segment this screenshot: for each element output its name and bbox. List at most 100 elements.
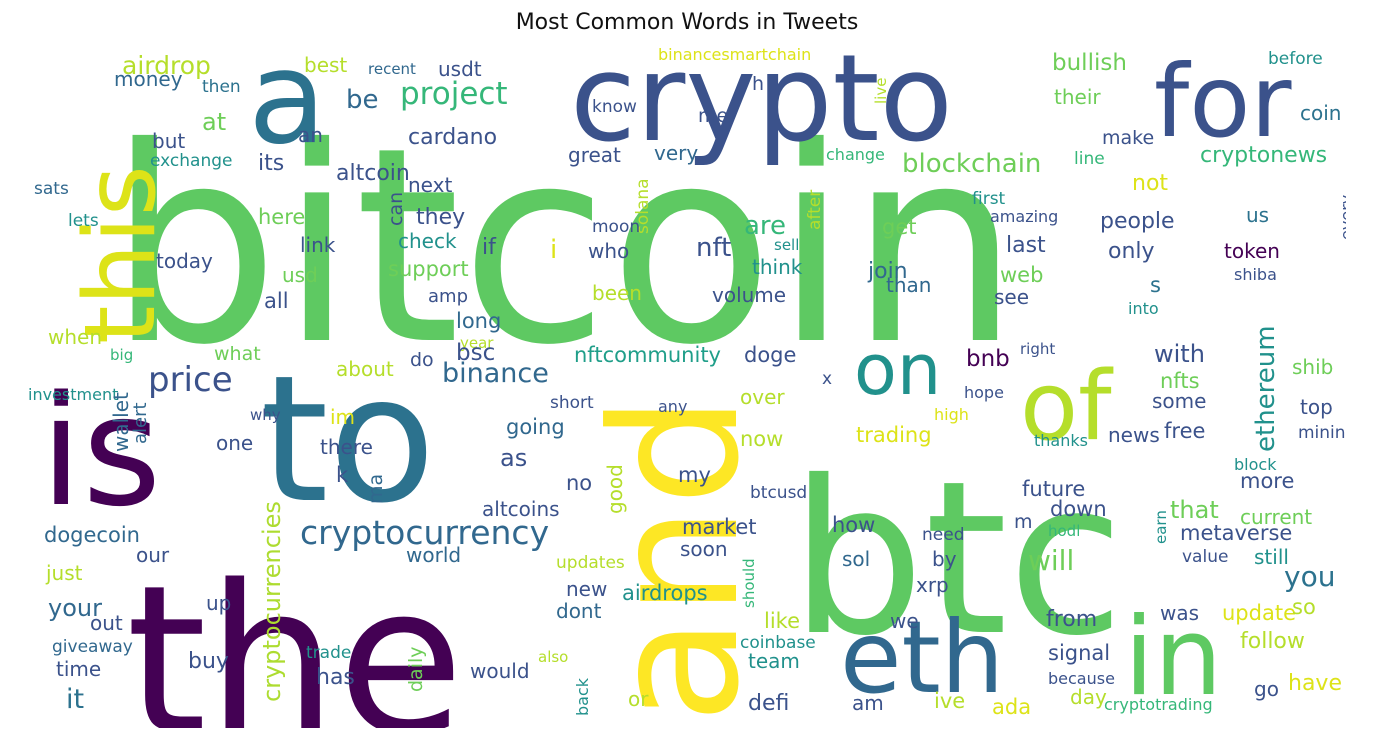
word-update: update	[1222, 601, 1296, 625]
word-over: over	[740, 385, 785, 409]
word-after: after	[805, 190, 825, 230]
word-have: have	[1288, 671, 1342, 696]
word-this: this	[64, 165, 178, 344]
word-from: from	[1046, 607, 1097, 632]
word-how: how	[832, 513, 875, 537]
word-live: live	[872, 78, 890, 104]
word-into: into	[1128, 299, 1159, 318]
word-cryptonews: cryptonews	[1200, 143, 1327, 168]
word-need: need	[922, 525, 964, 545]
word-not: not	[1132, 171, 1168, 196]
word-k: k	[336, 463, 349, 487]
word-because: because	[1048, 669, 1115, 688]
word-hope: hope	[964, 383, 1004, 402]
word-sol: sol	[842, 547, 870, 571]
word-my: my	[678, 463, 711, 487]
word-what: what	[214, 343, 261, 365]
word-next: next	[408, 173, 452, 197]
word-so: so	[1292, 595, 1316, 619]
word-for: for	[1154, 44, 1292, 160]
word-daily: daily	[405, 646, 427, 692]
word-back: back	[573, 677, 592, 716]
word-dogecoin: dogecoin	[44, 523, 140, 547]
word-a: a	[248, 44, 326, 173]
word-coin: coin	[1300, 101, 1341, 125]
word-just: just	[45, 561, 83, 585]
word-an: an	[298, 123, 323, 147]
word-cardano: cardano	[408, 125, 497, 150]
word-would: would	[470, 659, 530, 683]
word-alert: alert	[130, 402, 151, 444]
word-up: up	[206, 591, 231, 615]
word-i: i	[550, 235, 557, 265]
word-bullish: bullish	[1052, 50, 1127, 76]
word-we: we	[890, 609, 919, 633]
word-team: team	[748, 649, 800, 673]
word-updates: updates	[556, 553, 625, 573]
word-can: can	[385, 192, 407, 226]
word-our: our	[136, 543, 170, 567]
word-amazing: amazing	[990, 207, 1058, 226]
word-h: h	[752, 73, 764, 95]
word-signal: signal	[1048, 641, 1110, 665]
word-going: going	[506, 415, 565, 439]
word-on: on	[854, 329, 941, 411]
word-new: new	[566, 577, 607, 601]
word-know: know	[592, 97, 637, 117]
word-news: news	[1108, 423, 1160, 447]
word-soon: soon	[680, 537, 728, 561]
word-xrp: xrp	[916, 573, 949, 597]
word-doge: doge	[744, 343, 796, 367]
word-great: great	[568, 143, 621, 167]
word-their: their	[1054, 85, 1101, 109]
word-and: and	[575, 395, 778, 724]
word-investment: investment	[28, 385, 118, 404]
word-are: are	[744, 211, 786, 241]
word-btcusd: btcusd	[750, 483, 807, 503]
word-block: block	[1234, 455, 1277, 474]
word-m: m	[1014, 511, 1033, 533]
word-me: me	[698, 105, 728, 127]
word-lets: lets	[68, 211, 99, 231]
word-sats: sats	[34, 179, 69, 199]
word-project: project	[400, 76, 508, 112]
word-crypto: crypto	[570, 44, 953, 169]
word-shiba: shiba	[1234, 265, 1277, 284]
word-value: value	[1182, 547, 1228, 567]
word-ethereum: ethereum	[1251, 325, 1281, 452]
word-one: one	[216, 431, 253, 455]
word-us: us	[1246, 203, 1269, 227]
word-then: then	[202, 77, 241, 97]
word-the: the	[126, 541, 464, 728]
word-world: world	[406, 543, 461, 567]
word-bitcoin: bitcoin	[108, 89, 1020, 404]
word-long: long	[456, 309, 501, 333]
word-about: about	[336, 357, 394, 381]
word-check: check	[398, 229, 457, 253]
word-you: you	[1284, 560, 1335, 593]
word-shib: shib	[1292, 355, 1333, 379]
word-mining: mining	[1298, 423, 1346, 443]
word-like: like	[764, 609, 800, 633]
word-airdrops: airdrops	[622, 581, 708, 605]
word-year: year	[460, 334, 494, 352]
word-but: but	[152, 129, 185, 153]
word-short: short	[550, 393, 594, 413]
word-im: im	[330, 405, 355, 429]
word-been: been	[592, 281, 642, 305]
word-airdrop: airdrop	[122, 51, 211, 80]
word-current: current	[1240, 505, 1312, 529]
word-time: time	[56, 657, 101, 681]
word-more: more	[1240, 469, 1294, 493]
word-only: only	[1108, 239, 1155, 264]
word-best: best	[304, 53, 347, 77]
word-solana: solana	[633, 178, 653, 234]
word-they: they	[416, 205, 465, 230]
word-also: also	[538, 648, 568, 666]
word-altcoins: altcoins	[482, 497, 560, 521]
word-by: by	[932, 547, 957, 571]
word-some: some	[1152, 389, 1206, 413]
word-binancesmartchain: binancesmartchain	[658, 45, 811, 64]
word-support: support	[388, 257, 469, 281]
word-go: go	[1254, 677, 1279, 701]
